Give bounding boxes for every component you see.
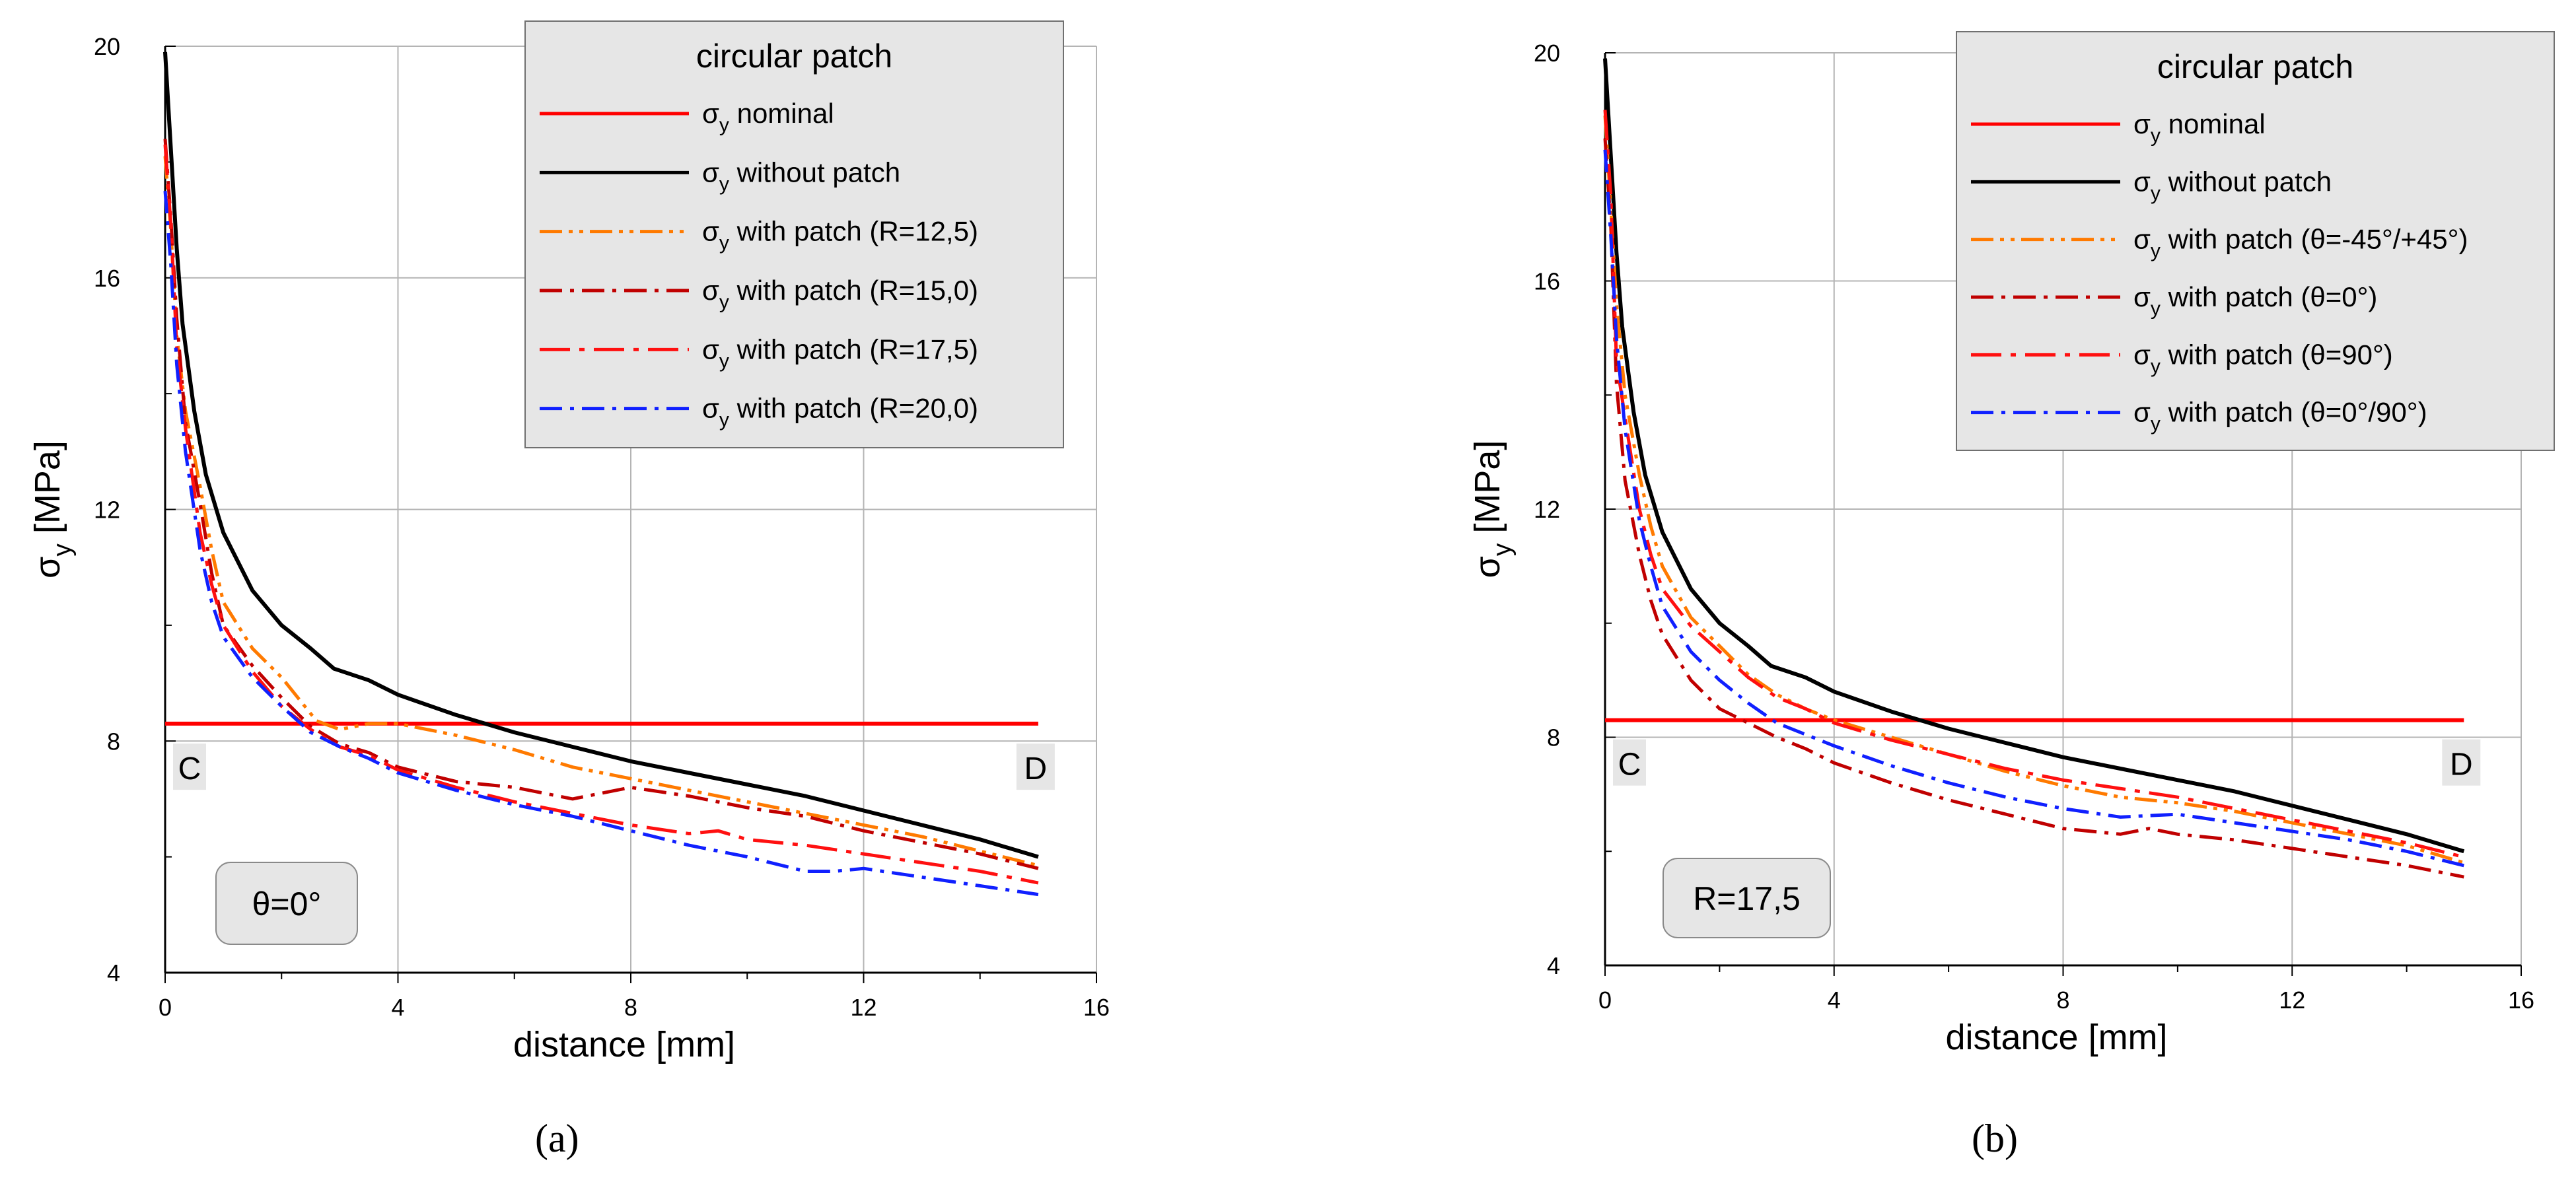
legend-title: circular patch — [696, 38, 892, 75]
series-line — [163, 139, 1039, 870]
annotation-box — [215, 862, 358, 945]
annotation-label: θ=0° — [252, 885, 322, 922]
y-tick-label: 4 — [107, 959, 120, 987]
y-tick-label: 20 — [94, 33, 120, 60]
point-c-label: C — [1618, 747, 1641, 782]
x-tick-label: 8 — [624, 994, 637, 1021]
legend-label: σy with patch (θ=0°/90°) — [2133, 397, 2427, 435]
x-tick-label: 8 — [2056, 987, 2069, 1014]
point-d-background — [2442, 739, 2481, 786]
annotation-box — [1663, 858, 1831, 938]
legend-label: σy nominal — [2133, 108, 2266, 147]
series-line — [163, 156, 1039, 868]
y-tick-label: 16 — [94, 265, 120, 292]
legend-label: σy with patch (θ=90°) — [2133, 339, 2393, 377]
x-axis-title: distance [mm] — [1945, 1018, 2167, 1057]
y-tick-label: 16 — [1534, 268, 1560, 295]
legend-label: σy with patch (θ=0°) — [2133, 281, 2377, 320]
x-tick-label: 0 — [1598, 987, 1612, 1014]
annotation-label: R=17,5 — [1693, 880, 1801, 917]
series-line — [163, 52, 1039, 859]
y-tick-label: 8 — [107, 728, 120, 755]
legend-label: σy with patch (R=17,5) — [702, 333, 978, 372]
legend-label: σy nominal — [702, 98, 834, 136]
legend-label: σy with patch (R=12,5) — [702, 216, 978, 254]
series-line — [1603, 138, 2464, 879]
point-d-label: D — [1024, 751, 1048, 786]
legend-box — [524, 20, 1064, 448]
y-tick-label: 4 — [1547, 952, 1560, 979]
y-tick-label: 12 — [94, 497, 120, 524]
legend-label: σy with patch (R=15,0) — [702, 275, 978, 313]
y-axis-title: σy [MPa] — [28, 440, 77, 578]
x-tick-label: 16 — [2508, 987, 2534, 1014]
legend-label: σy without patch — [2133, 166, 2332, 204]
x-tick-label: 12 — [2279, 987, 2305, 1014]
series-line — [1603, 58, 2465, 854]
x-tick-label: 12 — [850, 994, 877, 1021]
x-tick-label: 16 — [1083, 994, 1110, 1021]
y-tick-label: 8 — [1547, 724, 1560, 751]
legend-box — [1956, 31, 2555, 451]
point-c-label: C — [178, 751, 201, 786]
point-c-background — [1613, 739, 1646, 786]
series-line — [1603, 115, 2465, 864]
x-tick-label: 4 — [391, 994, 404, 1021]
panel-caption-a: (a) — [535, 1117, 579, 1160]
point-c-background — [173, 744, 206, 790]
chart-b: 0 4 8 12 16 4 8 12 16 20 distance [mm] σy [MPa] C D R=… — [1468, 31, 2555, 1057]
panel-caption-b: (b) — [1972, 1117, 2018, 1160]
series-line — [1603, 149, 2464, 868]
legend-label: σy with patch (R=20,0) — [702, 393, 978, 431]
x-tick-label: 4 — [1828, 987, 1841, 1014]
x-tick-label: 0 — [159, 994, 172, 1021]
y-tick-label: 12 — [1534, 496, 1560, 523]
series-line — [1603, 110, 2464, 859]
point-d-label: D — [2450, 747, 2473, 782]
y-tick-label: 20 — [1534, 40, 1560, 67]
series-line — [163, 144, 1039, 885]
series-line — [163, 191, 1039, 897]
legend-title: circular patch — [2157, 48, 2353, 85]
point-d-background — [1016, 744, 1055, 790]
chart-a: 0 4 8 12 16 4 8 12 16 20 distance [mm] σy [MPa] C Dθ=… — [28, 20, 1110, 1064]
x-axis-title: distance [mm] — [513, 1025, 735, 1064]
legend-label: σy with patch (θ=-45°/+45°) — [2133, 224, 2468, 262]
legend-label: σy without patch — [702, 156, 900, 195]
y-axis-title: σy [MPa] — [1468, 440, 1517, 578]
